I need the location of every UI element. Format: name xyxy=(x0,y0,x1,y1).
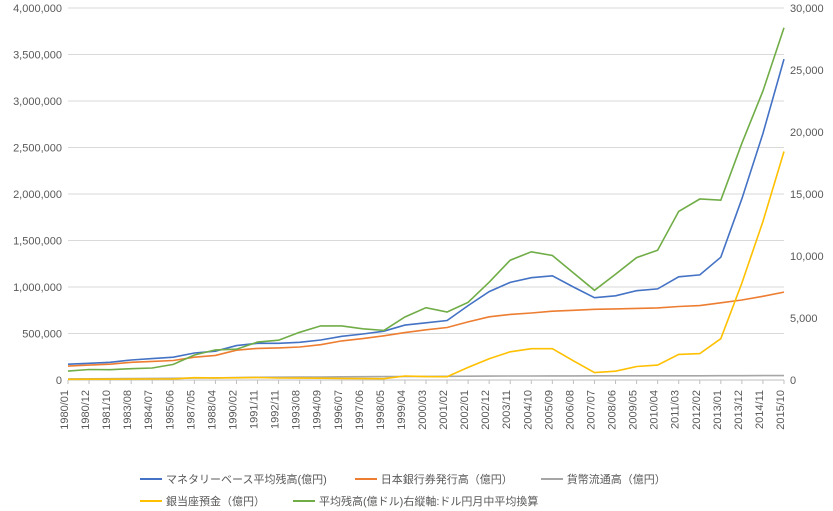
svg-text:2002/01: 2002/01 xyxy=(459,390,471,430)
svg-text:2005/09: 2005/09 xyxy=(543,390,555,430)
legend: マネタリーベース平均残高(億円) 日本銀行券発行高（億円） 貨幣流通高（億円） 銀当座… xyxy=(140,471,793,509)
svg-text:500,000: 500,000 xyxy=(22,329,62,341)
legend-item: マネタリーベース平均残高(億円) xyxy=(140,471,327,487)
legend-label: マネタリーベース平均残高(億円) xyxy=(166,471,327,487)
legend-swatch xyxy=(355,478,377,480)
svg-text:5,000: 5,000 xyxy=(790,313,818,325)
svg-text:2014/11: 2014/11 xyxy=(754,390,766,429)
svg-text:2006/08: 2006/08 xyxy=(564,390,576,430)
svg-text:1988/04: 1988/04 xyxy=(206,390,218,430)
svg-text:0: 0 xyxy=(56,375,62,387)
svg-text:1980/12: 1980/12 xyxy=(80,390,92,430)
svg-text:2002/12: 2002/12 xyxy=(480,390,492,430)
svg-text:2,500,000: 2,500,000 xyxy=(13,143,62,155)
series-line xyxy=(68,152,784,380)
svg-text:15,000: 15,000 xyxy=(790,189,824,201)
svg-text:1993/08: 1993/08 xyxy=(291,390,303,430)
svg-text:2008/06: 2008/06 xyxy=(607,390,619,430)
svg-text:1984/07: 1984/07 xyxy=(143,390,155,430)
legend-label: 平均残高(億ドル)右縦軸:ドル円月中平均換算 xyxy=(319,493,538,509)
svg-text:20,000: 20,000 xyxy=(790,127,824,139)
svg-text:1999/04: 1999/04 xyxy=(396,390,408,430)
svg-text:2009/05: 2009/05 xyxy=(628,390,640,430)
svg-text:25,000: 25,000 xyxy=(790,65,824,77)
legend-label: 日本銀行券発行高（億円） xyxy=(381,471,513,487)
legend-swatch xyxy=(541,478,563,480)
svg-text:1987/05: 1987/05 xyxy=(185,390,197,430)
svg-text:1997/06: 1997/06 xyxy=(354,390,366,430)
svg-text:2004/10: 2004/10 xyxy=(522,390,534,430)
svg-text:1,000,000: 1,000,000 xyxy=(13,282,62,294)
series-line xyxy=(68,28,784,371)
svg-text:10,000: 10,000 xyxy=(790,251,824,263)
svg-text:4,000,000: 4,000,000 xyxy=(13,3,62,15)
svg-text:1996/07: 1996/07 xyxy=(333,390,345,430)
legend-swatch xyxy=(293,500,315,502)
legend-item: 貨幣流通高（億円） xyxy=(541,471,666,487)
svg-text:2007/07: 2007/07 xyxy=(585,390,597,430)
svg-text:1998/05: 1998/05 xyxy=(375,390,387,430)
legend-label: 銀当座預金（億円） xyxy=(166,493,265,509)
legend-swatch xyxy=(140,478,162,480)
svg-text:1994/09: 1994/09 xyxy=(312,390,324,430)
svg-text:2013/01: 2013/01 xyxy=(712,390,724,430)
svg-text:1985/06: 1985/06 xyxy=(164,390,176,430)
svg-text:1981/10: 1981/10 xyxy=(101,390,113,430)
svg-text:2012/02: 2012/02 xyxy=(691,390,703,430)
legend-item: 銀当座預金（億円） xyxy=(140,493,265,509)
svg-text:2003/11: 2003/11 xyxy=(501,390,513,429)
svg-text:1,500,000: 1,500,000 xyxy=(13,236,62,248)
svg-text:2010/04: 2010/04 xyxy=(649,390,661,430)
svg-text:2013/12: 2013/12 xyxy=(733,390,745,430)
svg-text:3,000,000: 3,000,000 xyxy=(13,96,62,108)
legend-label: 貨幣流通高（億円） xyxy=(567,471,666,487)
svg-text:30,000: 30,000 xyxy=(790,3,824,15)
svg-text:2001/02: 2001/02 xyxy=(438,390,450,430)
svg-text:2000/03: 2000/03 xyxy=(417,390,429,430)
svg-text:0: 0 xyxy=(790,375,796,387)
svg-text:1980/01: 1980/01 xyxy=(59,390,71,430)
legend-item: 平均残高(億ドル)右縦軸:ドル円月中平均換算 xyxy=(293,493,538,509)
svg-text:1990/02: 1990/02 xyxy=(227,390,239,430)
svg-text:2,000,000: 2,000,000 xyxy=(13,189,62,201)
chart-container: 0 500,000 1,000,000 1,500,000 2,000,000 2,500… xyxy=(0,0,833,511)
legend-swatch xyxy=(140,500,162,502)
svg-text:2015/10: 2015/10 xyxy=(775,390,787,430)
chart-svg: 0 500,000 1,000,000 1,500,000 2,000,000 2,500… xyxy=(0,0,833,511)
legend-item: 日本銀行券発行高（億円） xyxy=(355,471,513,487)
svg-text:3,500,000: 3,500,000 xyxy=(13,50,62,62)
svg-text:1991/11: 1991/11 xyxy=(249,390,261,429)
svg-text:1983/08: 1983/08 xyxy=(122,390,134,430)
series-line xyxy=(68,59,784,364)
svg-text:1992/11: 1992/11 xyxy=(270,390,282,429)
svg-text:2011/03: 2011/03 xyxy=(670,390,682,429)
